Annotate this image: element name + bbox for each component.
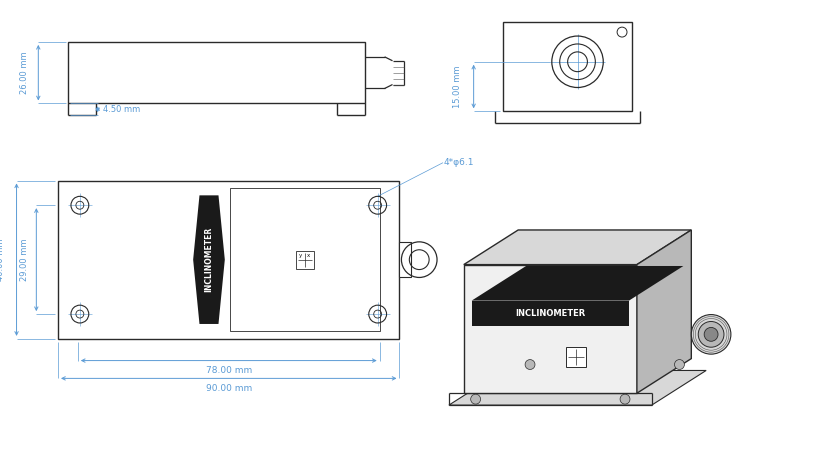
Text: 4.50 mm: 4.50 mm <box>103 105 140 114</box>
Circle shape <box>620 394 630 404</box>
Circle shape <box>698 322 724 347</box>
Polygon shape <box>193 195 225 324</box>
Bar <box>567 347 586 367</box>
Text: 4*φ6.1: 4*φ6.1 <box>444 158 475 167</box>
Text: 26.00 mm: 26.00 mm <box>20 51 29 94</box>
Text: INCLINOMETER: INCLINOMETER <box>204 227 213 292</box>
Polygon shape <box>471 301 629 326</box>
Text: 78.00 mm: 78.00 mm <box>206 366 252 375</box>
Bar <box>295 251 313 268</box>
Text: 40.00 mm: 40.00 mm <box>0 238 5 281</box>
Circle shape <box>704 328 718 341</box>
Bar <box>68 42 365 103</box>
Circle shape <box>691 314 731 354</box>
Text: 15.00 mm: 15.00 mm <box>453 65 462 108</box>
Circle shape <box>525 359 535 369</box>
Text: INCLINOMETER: INCLINOMETER <box>515 309 585 318</box>
Polygon shape <box>471 266 684 301</box>
Circle shape <box>675 359 685 369</box>
Bar <box>503 22 632 111</box>
Text: x: x <box>307 253 310 258</box>
Text: y: y <box>299 253 302 258</box>
Polygon shape <box>449 370 707 405</box>
Bar <box>58 181 400 339</box>
Polygon shape <box>464 265 637 393</box>
Bar <box>400 242 411 278</box>
Polygon shape <box>637 230 691 393</box>
Bar <box>230 188 379 331</box>
Text: 90.00 mm: 90.00 mm <box>206 384 252 393</box>
Polygon shape <box>464 230 691 265</box>
Text: 29.00 mm: 29.00 mm <box>20 238 29 281</box>
Circle shape <box>470 394 480 404</box>
